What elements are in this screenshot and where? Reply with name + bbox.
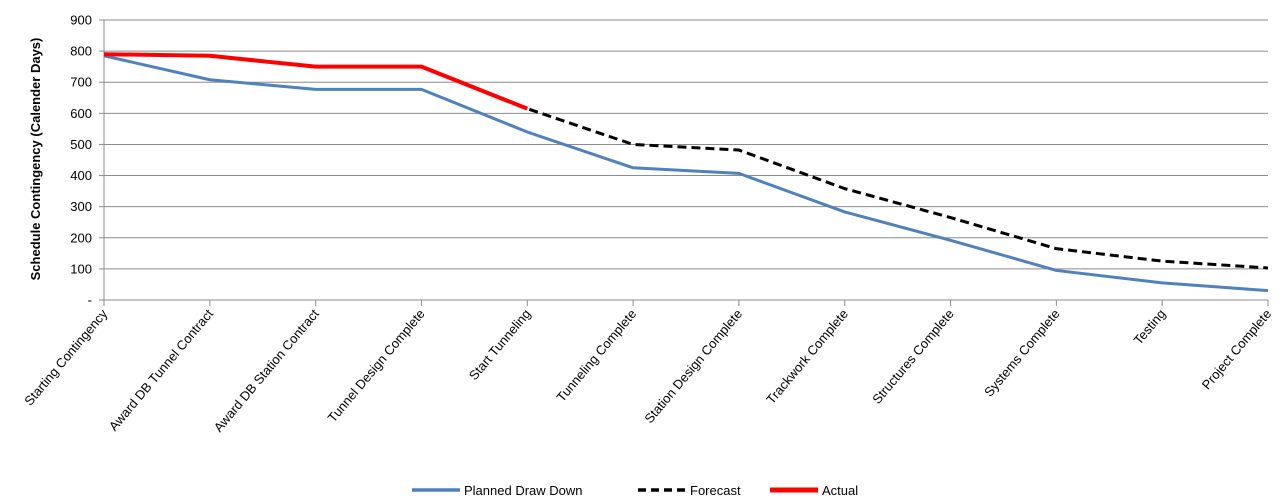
- x-tick-label: Starting Contingency: [21, 306, 110, 408]
- y-tick-label: 100: [70, 261, 92, 276]
- x-tick-label: Station Design Complete: [641, 306, 745, 426]
- y-tick-label: 400: [70, 168, 92, 183]
- x-tick-label: Start Tunneling: [466, 306, 534, 383]
- y-axis-label: Schedule Contingency (Calender Days): [28, 38, 43, 281]
- y-tick-label: 600: [70, 106, 92, 121]
- legend-label: Actual: [822, 483, 858, 498]
- x-tick-label: Tunnel Design Complete: [325, 306, 428, 425]
- x-tick-label: Trackwork Complete: [763, 306, 851, 407]
- y-tick-label: 500: [70, 137, 92, 152]
- y-tick-labels: - 100 200 300 400 500 600 700 800 900: [70, 13, 92, 308]
- x-tick-label: Systems Complete: [981, 306, 1063, 399]
- series-line-forecast: [103, 52, 1269, 270]
- x-tick-label: Award DB Tunnel Contract: [106, 306, 217, 434]
- y-tick-label: 300: [70, 199, 92, 214]
- legend-label: Planned Draw Down: [464, 483, 583, 498]
- y-tick-label: 900: [70, 13, 92, 28]
- legend-label: Forecast: [690, 483, 741, 498]
- grid-lines: [104, 19, 1268, 270]
- legend: Planned Draw Down Forecast Actual: [412, 483, 858, 498]
- x-tick-label: Award DB Station Contract: [211, 306, 322, 435]
- y-tick-label: -: [88, 293, 92, 308]
- axes: [99, 19, 1269, 306]
- series-lines: [103, 52, 1269, 293]
- y-tick-label: 700: [70, 75, 92, 90]
- x-tick-label: Project Complete: [1199, 306, 1275, 392]
- x-tick-label: Testing: [1131, 306, 1169, 347]
- series-line-actual: [103, 52, 529, 111]
- x-tick-label: Tunneling Complete: [553, 306, 639, 404]
- y-tick-label: 200: [70, 230, 92, 245]
- x-tick-label: Structures Complete: [869, 306, 957, 406]
- y-tick-label: 800: [70, 44, 92, 59]
- series-line-planned-draw-down: [103, 54, 1269, 293]
